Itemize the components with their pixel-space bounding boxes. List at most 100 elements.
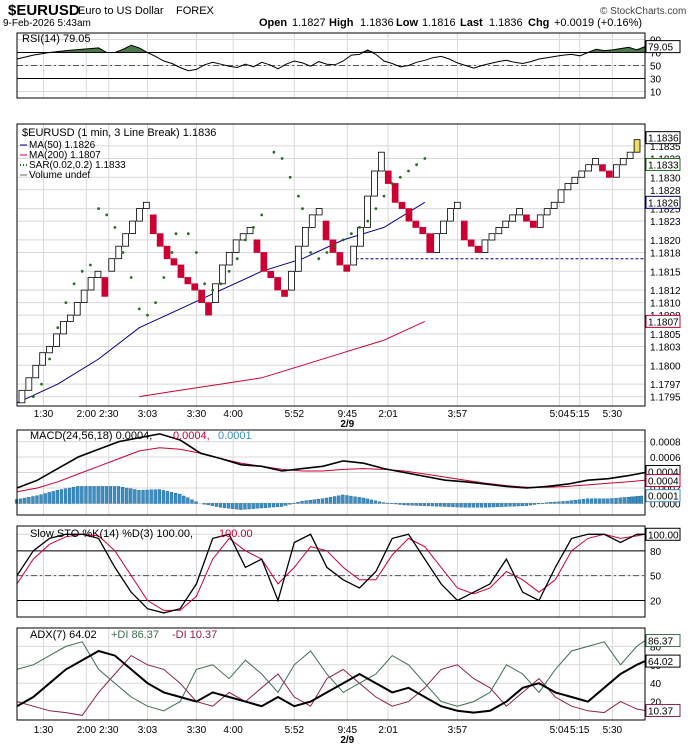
macd-histogram-bar [377,501,382,504]
price-brick [94,270,102,278]
sar-dot [382,194,386,198]
macd-histogram-bar [443,503,447,507]
macd-histogram-bar [488,503,492,508]
price-brick [108,258,116,272]
x-axis-top: 1:30 2:00 2:30 3:03 3:30 4:00 5:52 9:45 2:01 3:57… [34,409,623,430]
adx-tick-label: 20 [650,698,662,709]
macd-tick-label: 0.0008 [650,438,681,449]
price-brick [377,151,385,172]
sar-dot [280,157,284,160]
macd-histogram-bar [149,489,153,504]
macd-histogram-bar [19,498,23,504]
adx-line [16,649,646,714]
macd-histogram-bar [23,497,27,504]
macd-histogram-bar [636,496,640,504]
macd-histogram-bar [520,503,524,507]
price-brick [502,220,510,228]
price-brick [509,214,517,222]
macd-histogram-bar [398,503,402,505]
sar-dot [325,251,329,254]
sar-dot [272,150,276,154]
price-brick [606,170,613,178]
adx-frame [16,627,646,721]
x-tick-label: 3:57 [448,409,468,420]
macd-histogram-bar [504,503,508,507]
macd-histogram-bar [475,503,480,508]
price-legend-item: Volume undef [29,170,90,181]
price-brick [516,208,523,216]
macd-histogram-bar [202,503,206,505]
sar-dot [89,263,92,267]
price-brick [294,245,302,272]
macd-histogram-bar [333,496,337,504]
macd-histogram-bar [267,503,272,508]
price-brick [350,245,358,266]
ma200-last-value-box [645,314,681,328]
sar-dot [137,307,141,311]
last-value: 1.1836 [489,17,523,29]
macd-histogram-bar [369,499,373,504]
x-tick-label: 2:01 [378,409,398,420]
macd-histogram-bar [178,493,182,504]
sar-dot [341,238,345,242]
sar-dot [227,269,231,273]
adx-panel: 80604020ADX(7) 64.02+DI 86.37-DI 10.3786… [16,627,681,721]
adx-tick-label: 40 [650,679,662,690]
price-brick [315,208,323,216]
macd-histogram-bar [361,497,365,504]
macd-panel: 0.00080.00060.00040.00020.0000MACD(24,56… [14,429,681,516]
macd-histogram-bar [39,494,43,504]
macd-histogram-bar [194,501,198,504]
price-brick [156,233,164,247]
macd-histogram-bar [71,487,76,504]
macd-histogram-bar [382,502,386,504]
price-brick [198,289,205,304]
macd-histogram-bar [92,486,96,504]
sar-dot [146,313,149,317]
sar-dot [407,169,410,173]
macd-histogram-bar [112,486,117,504]
macd-histogram-bar [585,498,590,504]
price-brick [536,214,544,228]
macd-histogram-bar [512,503,516,507]
price-brick [481,239,489,253]
price-brick [212,283,219,303]
macd-histogram-bar [581,499,586,504]
price-tick-label: 1.1815 [650,267,681,278]
price-brick [53,333,60,347]
macd-histogram-bar [394,503,398,505]
price-frame [16,123,646,407]
macd-histogram-bar [27,497,31,504]
sar-dot [195,251,198,254]
price-brick [87,277,95,291]
macd-histogram-bar [496,503,500,507]
adx-legend-adx: ADX(7) 64.02 [30,629,97,641]
price-brick [115,245,123,260]
macd-histogram-bar [626,497,630,504]
macd-histogram-bar [373,500,378,504]
sar-dot [162,276,166,279]
x-axis-bottom: 1:30 2:00 2:30 3:03 3:30 4:00 5:52 9:45 2:01 3:57… [34,725,623,746]
x-tick-label: 5:04 [550,409,570,420]
macd-histogram-bar [324,497,329,504]
macd-histogram-bar [161,490,166,504]
x-tick-label: 5:52 [285,725,305,736]
price-brick [523,214,530,222]
sar-dot [309,251,312,254]
macd-histogram-bar [247,503,251,510]
macd-histogram-bar [524,503,529,506]
price-brick [39,352,47,366]
sar-dot [366,219,370,223]
price-tick-label: 1.1800 [650,361,681,372]
macd-histogram-bar [190,499,194,504]
macd-histogram-bar [271,503,276,508]
rsi-last-value: 79.05 [648,43,673,54]
sto-tick-label: 80 [650,547,662,558]
price-brick [170,258,178,266]
macd-histogram-bar [606,498,610,504]
macd-histogram-bar [263,503,267,508]
ma200-line [139,320,426,398]
macd-histogram-bar [516,503,520,507]
